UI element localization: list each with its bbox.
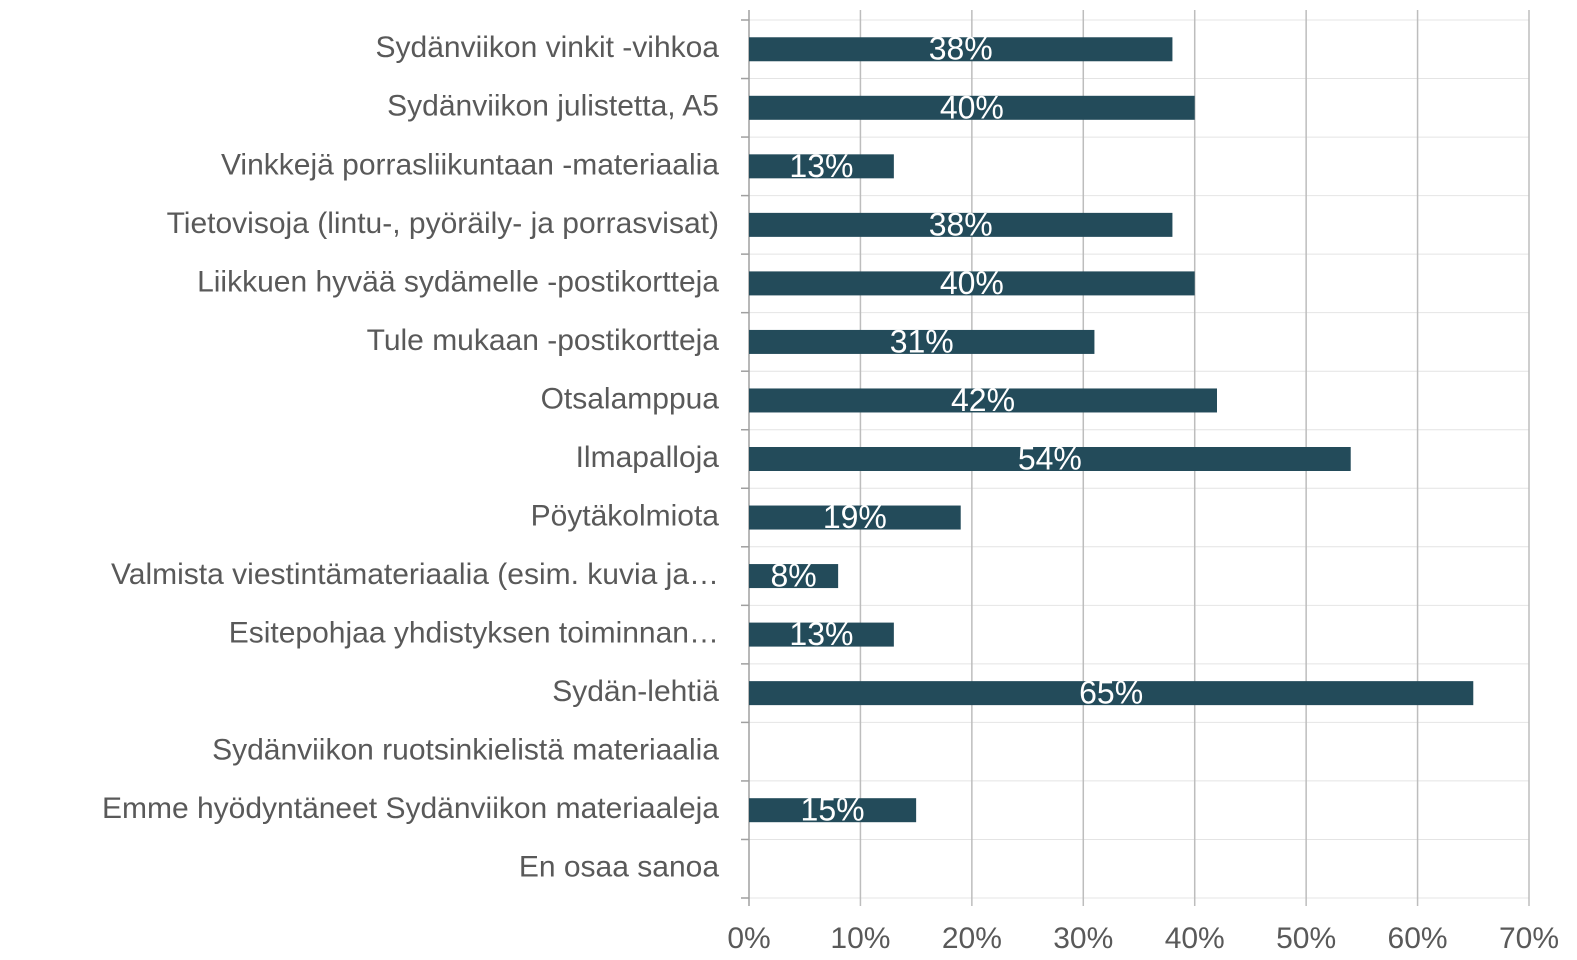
value-label: 40% [940, 265, 1004, 301]
value-label: 15% [801, 792, 865, 828]
value-label: 38% [929, 206, 993, 242]
y-tick-label: Sydän-lehtiä [552, 675, 719, 708]
x-tick-label: 10% [830, 922, 890, 955]
bar [749, 37, 1173, 62]
bar [749, 564, 839, 589]
value-label: 65% [1079, 675, 1143, 711]
bar [749, 329, 1095, 354]
bar [749, 622, 894, 647]
bar [749, 681, 1474, 706]
value-label: 8% [770, 558, 816, 594]
bar [749, 447, 1351, 471]
y-tick-label: Sydänviikon ruotsinkielistä materiaalia [212, 734, 719, 767]
y-tick-label: Vinkkejä porrasliikuntaan -materiaalia [221, 148, 719, 181]
value-label: 13% [789, 616, 853, 652]
y-tick-label: Esitepohjaa yhdistyksen toiminnan… [229, 617, 719, 650]
x-tick-label: 0% [727, 922, 770, 955]
value-label: 19% [823, 499, 887, 535]
bar [749, 505, 961, 530]
bar [749, 798, 917, 823]
y-tick-label: Pöytäkolmiota [531, 499, 720, 532]
y-tick-label: Emme hyödyntäneet Sydänviikon materiaale… [102, 792, 719, 825]
y-tick-label: Otsalamppua [541, 382, 720, 415]
y-tick-label: Ilmapalloja [576, 441, 720, 474]
y-tick-label: Sydänviikon julistetta, A5 [387, 90, 719, 123]
x-tick-label: 50% [1276, 922, 1336, 955]
x-tick-label: 40% [1165, 922, 1225, 955]
bar [749, 95, 1195, 120]
y-tick-label: Sydänviikon vinkit -vihkoa [376, 31, 720, 64]
value-label: 54% [1018, 440, 1082, 476]
x-tick-label: 70% [1499, 922, 1559, 955]
value-label: 13% [789, 148, 853, 184]
y-tick-label: En osaa sanoa [519, 851, 719, 884]
y-tick-label: Valmista viestintämateriaalia (esim. kuv… [111, 558, 719, 591]
x-tick-label: 20% [942, 922, 1002, 955]
bar [749, 154, 894, 179]
y-tick-label: Tietovisoja (lintu-, pyöräily- ja porras… [167, 207, 719, 240]
value-label: 42% [951, 382, 1015, 418]
value-label: 38% [929, 31, 993, 67]
y-tick-label: Tule mukaan -postikortteja [367, 324, 720, 357]
value-label: 40% [940, 89, 1004, 125]
value-label: 31% [890, 323, 954, 359]
bar [749, 388, 1217, 413]
bar [749, 212, 1173, 237]
x-tick-label: 60% [1388, 922, 1448, 955]
y-tick-label: Liikkuen hyvää sydämelle -postikortteja [197, 265, 719, 298]
bar [749, 271, 1195, 296]
x-tick-label: 30% [1053, 922, 1113, 955]
